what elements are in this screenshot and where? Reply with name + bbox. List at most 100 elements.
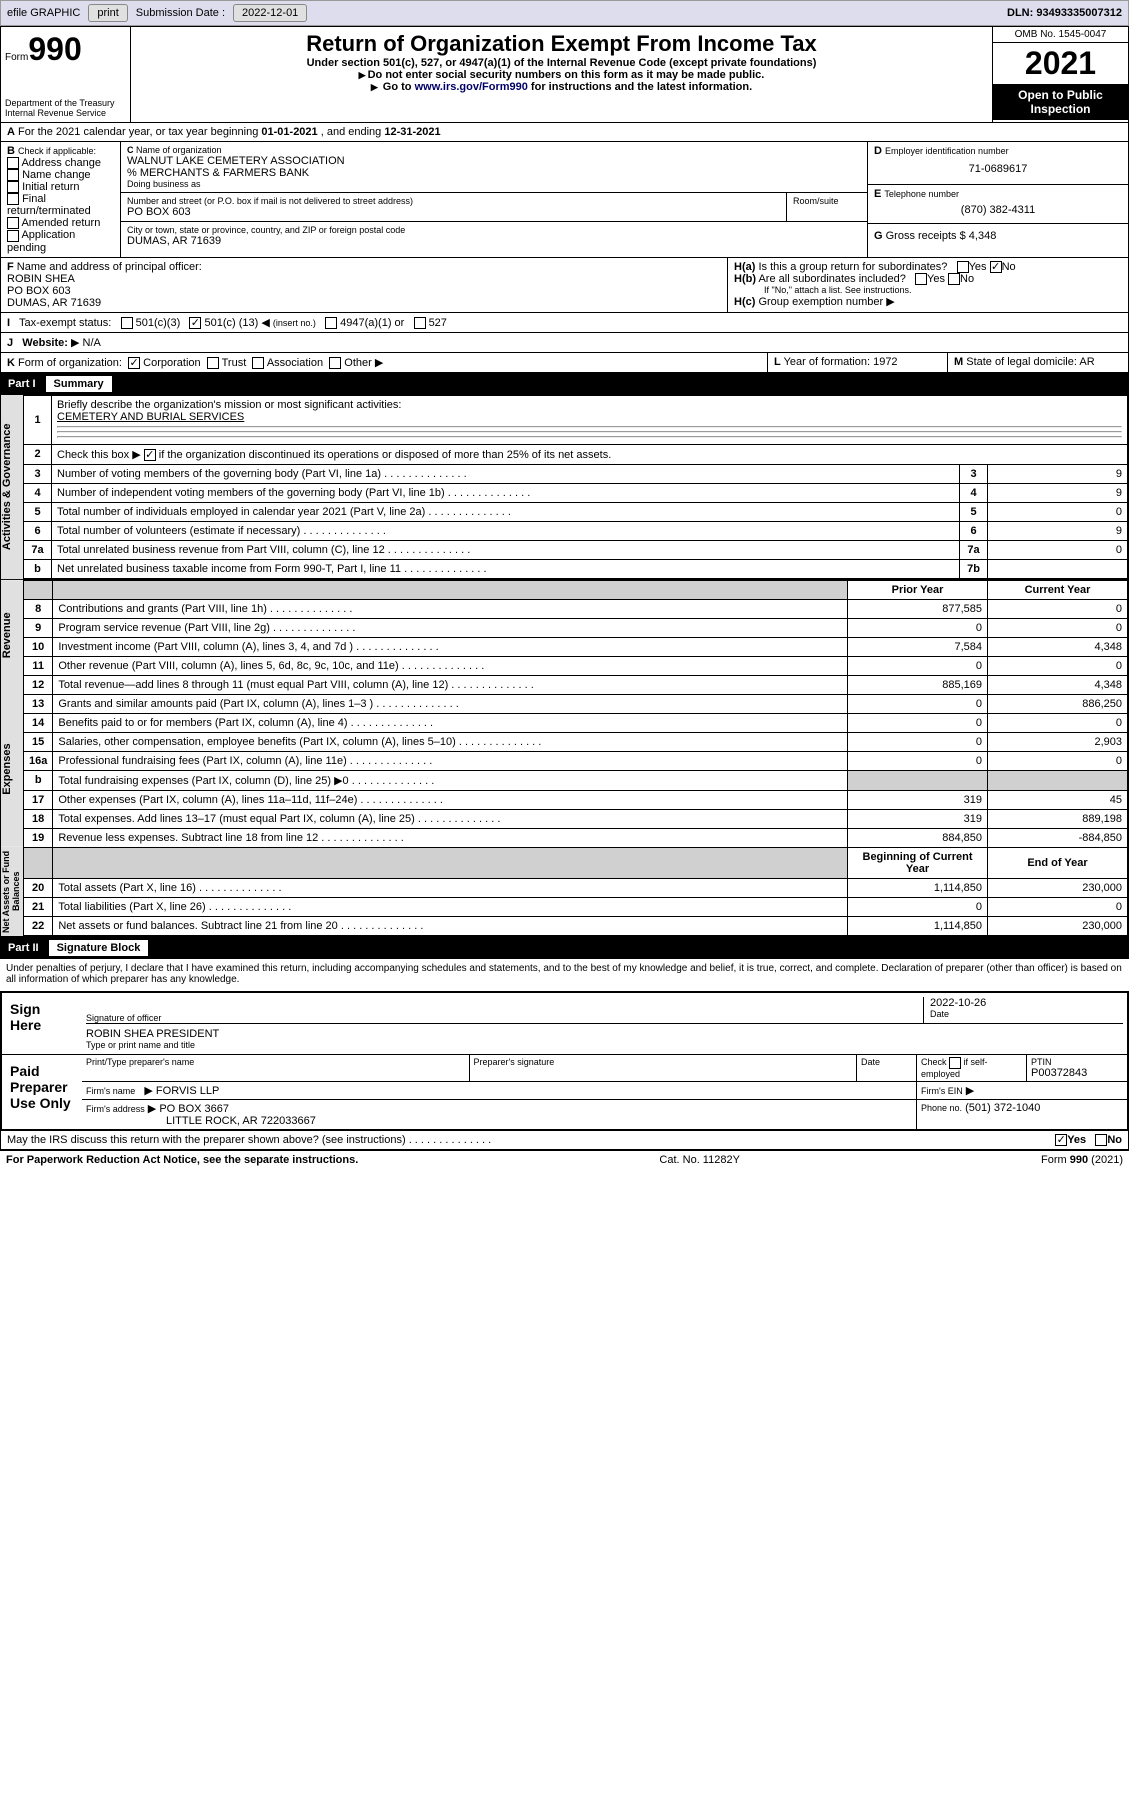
tax-year: 2021 bbox=[993, 43, 1128, 84]
form-word: Form bbox=[5, 52, 28, 63]
table-row: 22Net assets or fund balances. Subtract … bbox=[24, 916, 1128, 935]
hdr-prior: Prior Year bbox=[848, 580, 988, 599]
table-row: 19Revenue less expenses. Subtract line 1… bbox=[24, 828, 1128, 847]
k-other: Other bbox=[344, 357, 372, 369]
trust-checkbox[interactable] bbox=[207, 357, 219, 369]
hb-no-checkbox[interactable] bbox=[948, 273, 960, 285]
sig-date: 2022-10-26 bbox=[930, 997, 1123, 1009]
v3: 9 bbox=[988, 464, 1128, 483]
row-bcdeg: B Check if applicable: Address change Na… bbox=[0, 142, 1129, 258]
dept: Department of the Treasury bbox=[5, 98, 126, 108]
sub3-post: for instructions and the latest informat… bbox=[528, 81, 752, 93]
print-button[interactable]: print bbox=[88, 4, 127, 22]
b-initial: Initial return bbox=[22, 181, 79, 193]
4947-checkbox[interactable] bbox=[325, 317, 337, 329]
discuss-row: May the IRS discuss this return with the… bbox=[0, 1131, 1129, 1150]
date-lbl: Date bbox=[930, 1009, 1123, 1019]
j-label: Website: bbox=[22, 337, 68, 349]
prep-name-lbl: Print/Type preparer's name bbox=[86, 1057, 465, 1067]
ha-no: No bbox=[1002, 261, 1016, 273]
v7b bbox=[988, 559, 1128, 578]
vlabel-activities: Activities & Governance bbox=[1, 395, 23, 579]
footer: For Paperwork Reduction Act Notice, see … bbox=[0, 1150, 1129, 1169]
table-row: 17Other expenses (Part IX, column (A), l… bbox=[24, 790, 1128, 809]
ptin-lbl: PTIN bbox=[1031, 1057, 1123, 1067]
part1-title: Summary bbox=[46, 376, 112, 392]
self-employed-checkbox[interactable] bbox=[949, 1057, 961, 1069]
hb-yes-checkbox[interactable] bbox=[915, 273, 927, 285]
subtitle-3: Go to www.irs.gov/Form990 for instructio… bbox=[135, 81, 988, 93]
subtitle-2: Do not enter social security numbers on … bbox=[135, 69, 988, 81]
g-label: Gross receipts $ bbox=[886, 230, 966, 242]
other-checkbox[interactable] bbox=[329, 357, 341, 369]
initial-return-checkbox[interactable] bbox=[7, 181, 19, 193]
hc-label: Group exemption number bbox=[758, 296, 883, 308]
type-name-lbl: Type or print name and title bbox=[86, 1040, 1123, 1050]
governance-table: 1 Briefly describe the organization's mi… bbox=[23, 395, 1128, 579]
discuss-yes: Yes bbox=[1067, 1134, 1086, 1146]
ha-yes-checkbox[interactable] bbox=[957, 261, 969, 273]
table-row: 13Grants and similar amounts paid (Part … bbox=[24, 694, 1128, 713]
firm-addr: PO BOX 3667 bbox=[159, 1103, 229, 1115]
prep-sig-lbl: Preparer's signature bbox=[474, 1057, 853, 1067]
firm-addr-lbl: Firm's address bbox=[86, 1104, 145, 1114]
signature-area: Sign Here Signature of officer 2022-10-2… bbox=[0, 991, 1129, 1131]
address-change-checkbox[interactable] bbox=[7, 157, 19, 169]
hb-no: No bbox=[960, 273, 974, 285]
phone-lbl: Phone no. bbox=[921, 1103, 962, 1113]
i-527: 527 bbox=[429, 317, 447, 329]
name-change-checkbox[interactable] bbox=[7, 169, 19, 181]
amended-checkbox[interactable] bbox=[7, 217, 19, 229]
submission-label: Submission Date : bbox=[136, 7, 225, 19]
dln: DLN: 93493335007312 bbox=[1007, 7, 1122, 19]
firm-city: LITTLE ROCK, AR 722033667 bbox=[86, 1115, 316, 1127]
i-label: Tax-exempt status: bbox=[19, 317, 111, 329]
v6: 9 bbox=[988, 521, 1128, 540]
k-assoc: Association bbox=[267, 357, 323, 369]
ha-no-checkbox[interactable]: ✓ bbox=[990, 261, 1002, 273]
i-501c-pre: 501(c) ( bbox=[204, 317, 242, 329]
ptin: P00372843 bbox=[1031, 1067, 1123, 1079]
ha-yes: Yes bbox=[969, 261, 987, 273]
dba-lbl: Doing business as bbox=[127, 179, 861, 189]
a-begin: 01-01-2021 bbox=[261, 126, 317, 138]
city-state-zip: DUMAS, AR 71639 bbox=[127, 235, 861, 247]
discuss-text: May the IRS discuss this return with the… bbox=[7, 1134, 491, 1146]
hb-label: Are all subordinates included? bbox=[758, 273, 905, 285]
i-501c-post: ) bbox=[255, 317, 259, 329]
hdr-current: Current Year bbox=[988, 580, 1128, 599]
q5: Total number of individuals employed in … bbox=[57, 506, 511, 518]
table-row: 20Total assets (Part X, line 16)1,114,85… bbox=[24, 878, 1128, 897]
irs: Internal Revenue Service bbox=[5, 108, 126, 118]
efile-label: efile GRAPHIC bbox=[7, 7, 80, 19]
addr-lbl: Number and street (or P.O. box if mail i… bbox=[127, 196, 780, 206]
telephone: (870) 382-4311 bbox=[874, 200, 1122, 220]
501c-checkbox[interactable]: ✓ bbox=[189, 317, 201, 329]
f-label: Name and address of principal officer: bbox=[17, 261, 202, 273]
part2-title: Signature Block bbox=[49, 940, 149, 956]
527-checkbox[interactable] bbox=[414, 317, 426, 329]
b-final: Final return/terminated bbox=[7, 193, 91, 217]
q4: Number of independent voting members of … bbox=[57, 487, 530, 499]
discuss-no-checkbox[interactable] bbox=[1095, 1134, 1107, 1146]
gross-receipts: 4,348 bbox=[969, 230, 997, 242]
d-label: Employer identification number bbox=[885, 146, 1009, 156]
form990-link[interactable]: www.irs.gov/Form990 bbox=[415, 81, 528, 93]
part1-label: Part I bbox=[8, 378, 36, 390]
q6: Total number of volunteers (estimate if … bbox=[57, 525, 386, 537]
table-row: 10Investment income (Part VIII, column (… bbox=[24, 637, 1128, 656]
vlabel-revenue: Revenue bbox=[1, 580, 23, 691]
501c3-checkbox[interactable] bbox=[121, 317, 133, 329]
corp-checkbox[interactable]: ✓ bbox=[128, 357, 140, 369]
app-pending-checkbox[interactable] bbox=[7, 230, 19, 242]
table-row: 9Program service revenue (Part VIII, lin… bbox=[24, 618, 1128, 637]
discontinue-checkbox[interactable]: ✓ bbox=[144, 449, 156, 461]
discuss-yes-checkbox[interactable]: ✓ bbox=[1055, 1134, 1067, 1146]
b-address-change: Address change bbox=[21, 157, 101, 169]
assoc-checkbox[interactable] bbox=[252, 357, 264, 369]
k-trust: Trust bbox=[222, 357, 247, 369]
se-check-lbl: Check if self-employed bbox=[921, 1057, 988, 1079]
pra-notice: For Paperwork Reduction Act Notice, see … bbox=[6, 1154, 358, 1166]
final-return-checkbox[interactable] bbox=[7, 193, 19, 205]
table-row: 11Other revenue (Part VIII, column (A), … bbox=[24, 656, 1128, 675]
